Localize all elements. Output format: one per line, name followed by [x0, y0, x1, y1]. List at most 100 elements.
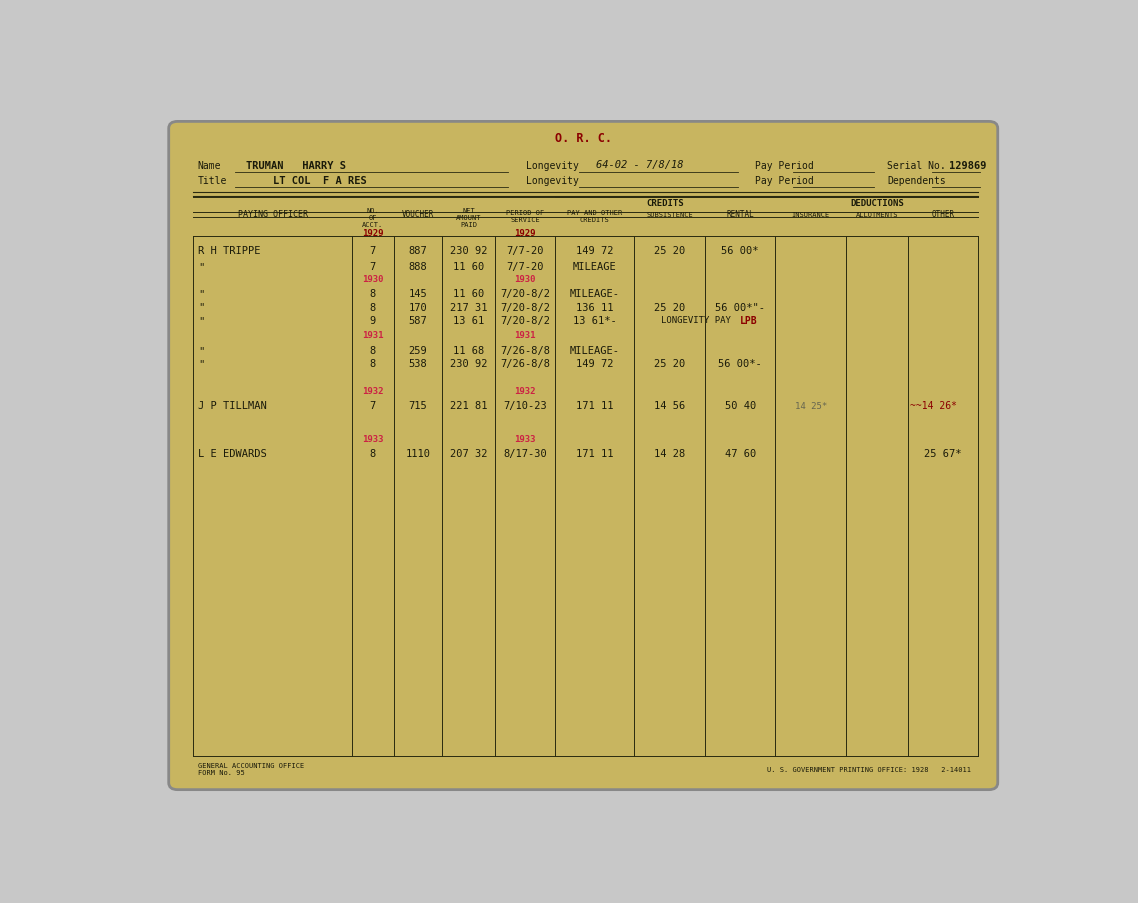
Text: 8: 8: [370, 449, 376, 459]
Text: 7/20-8/2: 7/20-8/2: [500, 303, 550, 312]
Text: ": ": [198, 289, 204, 299]
Text: NO.
OF
ACCT.: NO. OF ACCT.: [362, 208, 384, 228]
Text: Serial No.: Serial No.: [888, 161, 947, 171]
Text: 230 92: 230 92: [450, 358, 487, 368]
Text: J P TILLMAN: J P TILLMAN: [198, 401, 266, 411]
Text: 8: 8: [370, 345, 376, 355]
Text: 217 31: 217 31: [450, 303, 487, 312]
Text: 56 00*-: 56 00*-: [718, 358, 762, 368]
Text: ~~14 26*: ~~14 26*: [910, 401, 957, 411]
Text: CREDITS: CREDITS: [646, 200, 684, 208]
Text: PAY AND OTHER
CREDITS: PAY AND OTHER CREDITS: [567, 209, 622, 223]
Text: PAYING OFFICER: PAYING OFFICER: [238, 210, 307, 219]
Text: 149 72: 149 72: [576, 358, 613, 368]
Text: 7/10-23: 7/10-23: [503, 401, 547, 411]
Text: MILEAGE: MILEAGE: [572, 262, 617, 272]
Text: 145: 145: [409, 289, 427, 299]
Text: 7/20-8/2: 7/20-8/2: [500, 315, 550, 325]
Text: Pay Period: Pay Period: [756, 176, 814, 186]
Text: 1930: 1930: [514, 275, 536, 284]
Text: 47 60: 47 60: [725, 449, 756, 459]
Text: 7/20-8/2: 7/20-8/2: [500, 289, 550, 299]
Text: 7/26-8/8: 7/26-8/8: [500, 358, 550, 368]
Text: 13 61*-: 13 61*-: [572, 315, 617, 325]
Text: Dependents: Dependents: [888, 176, 947, 186]
Text: 1933: 1933: [362, 434, 384, 443]
Text: 207 32: 207 32: [450, 449, 487, 459]
Text: 538: 538: [409, 358, 427, 368]
Text: 11 68: 11 68: [453, 345, 484, 355]
Text: 1930: 1930: [362, 275, 384, 284]
Text: 887: 887: [409, 246, 427, 256]
Text: INSURANCE: INSURANCE: [792, 211, 830, 218]
Text: 136 11: 136 11: [576, 303, 613, 312]
Text: LPB: LPB: [740, 315, 758, 325]
Text: 25 20: 25 20: [654, 358, 685, 368]
Text: 171 11: 171 11: [576, 449, 613, 459]
Text: U. S. GOVERNMENT PRINTING OFFICE: 1928   2-14011: U. S. GOVERNMENT PRINTING OFFICE: 1928 2…: [767, 766, 971, 772]
Text: Longevity: Longevity: [526, 161, 579, 171]
Text: Name: Name: [198, 161, 221, 171]
Text: 11 60: 11 60: [453, 262, 484, 272]
Text: ": ": [198, 358, 204, 368]
Text: PERIOD OF
SERVICE: PERIOD OF SERVICE: [506, 209, 544, 223]
Text: 170: 170: [409, 303, 427, 312]
Text: 1929: 1929: [514, 229, 536, 238]
Text: 64-02 - 7/8/18: 64-02 - 7/8/18: [596, 160, 684, 170]
FancyBboxPatch shape: [168, 122, 998, 790]
Text: 25 20: 25 20: [654, 303, 685, 312]
Text: 7: 7: [370, 262, 376, 272]
Text: 171 11: 171 11: [576, 401, 613, 411]
Text: R H TRIPPE: R H TRIPPE: [198, 246, 261, 256]
Text: 7: 7: [370, 401, 376, 411]
Text: MILEAGE-: MILEAGE-: [570, 289, 620, 299]
Text: 715: 715: [409, 401, 427, 411]
Text: NET
AMOUNT
PAID: NET AMOUNT PAID: [456, 208, 481, 228]
Text: 1929: 1929: [362, 229, 384, 238]
Text: ": ": [198, 303, 204, 312]
Text: ": ": [198, 315, 204, 325]
Text: 56 00*"-: 56 00*"-: [715, 303, 765, 312]
Text: L E EDWARDS: L E EDWARDS: [198, 449, 266, 459]
Text: 8: 8: [370, 289, 376, 299]
Text: 8/17-30: 8/17-30: [503, 449, 547, 459]
Text: 1931: 1931: [514, 330, 536, 340]
Text: 888: 888: [409, 262, 427, 272]
Text: 7/7-20: 7/7-20: [506, 246, 544, 256]
Text: 56 00*: 56 00*: [721, 246, 759, 256]
Text: DEDUCTIONS: DEDUCTIONS: [850, 200, 904, 208]
Text: 8: 8: [370, 303, 376, 312]
Text: 11 60: 11 60: [453, 289, 484, 299]
Text: ALLOTMENTS: ALLOTMENTS: [856, 211, 898, 218]
Text: O. R. C.: O. R. C.: [554, 132, 612, 144]
Text: ": ": [198, 262, 204, 272]
Text: 1110: 1110: [405, 449, 430, 459]
Text: RENTAL: RENTAL: [726, 210, 754, 219]
Text: 7/7-20: 7/7-20: [506, 262, 544, 272]
Text: OTHER: OTHER: [932, 210, 955, 219]
Text: 14 28: 14 28: [654, 449, 685, 459]
Text: 9: 9: [370, 315, 376, 325]
Text: Longevity: Longevity: [526, 176, 579, 186]
Text: 221 81: 221 81: [450, 401, 487, 411]
Text: MILEAGE-: MILEAGE-: [570, 345, 620, 355]
Text: 1932: 1932: [362, 386, 384, 396]
Text: 14 25*: 14 25*: [794, 402, 827, 411]
Text: Title: Title: [198, 176, 228, 186]
Text: 1932: 1932: [514, 386, 536, 396]
Text: 1933: 1933: [514, 434, 536, 443]
Text: 7: 7: [370, 246, 376, 256]
Text: LT COL  F A RES: LT COL F A RES: [273, 176, 366, 186]
Text: Pay Period: Pay Period: [756, 161, 814, 171]
Text: 129869: 129869: [949, 161, 987, 171]
Text: TRUMAN   HARRY S: TRUMAN HARRY S: [246, 161, 346, 171]
Text: 13 61: 13 61: [453, 315, 484, 325]
Text: GENERAL ACCOUNTING OFFICE
FORM No. 95: GENERAL ACCOUNTING OFFICE FORM No. 95: [198, 762, 304, 776]
Text: 1931: 1931: [362, 330, 384, 340]
Text: LONGEVITY PAY: LONGEVITY PAY: [661, 316, 731, 325]
Text: SUBSISTENCE: SUBSISTENCE: [646, 211, 693, 218]
Text: ": ": [198, 345, 204, 355]
Text: 50 40: 50 40: [725, 401, 756, 411]
Text: 7/26-8/8: 7/26-8/8: [500, 345, 550, 355]
Text: 25 20: 25 20: [654, 246, 685, 256]
